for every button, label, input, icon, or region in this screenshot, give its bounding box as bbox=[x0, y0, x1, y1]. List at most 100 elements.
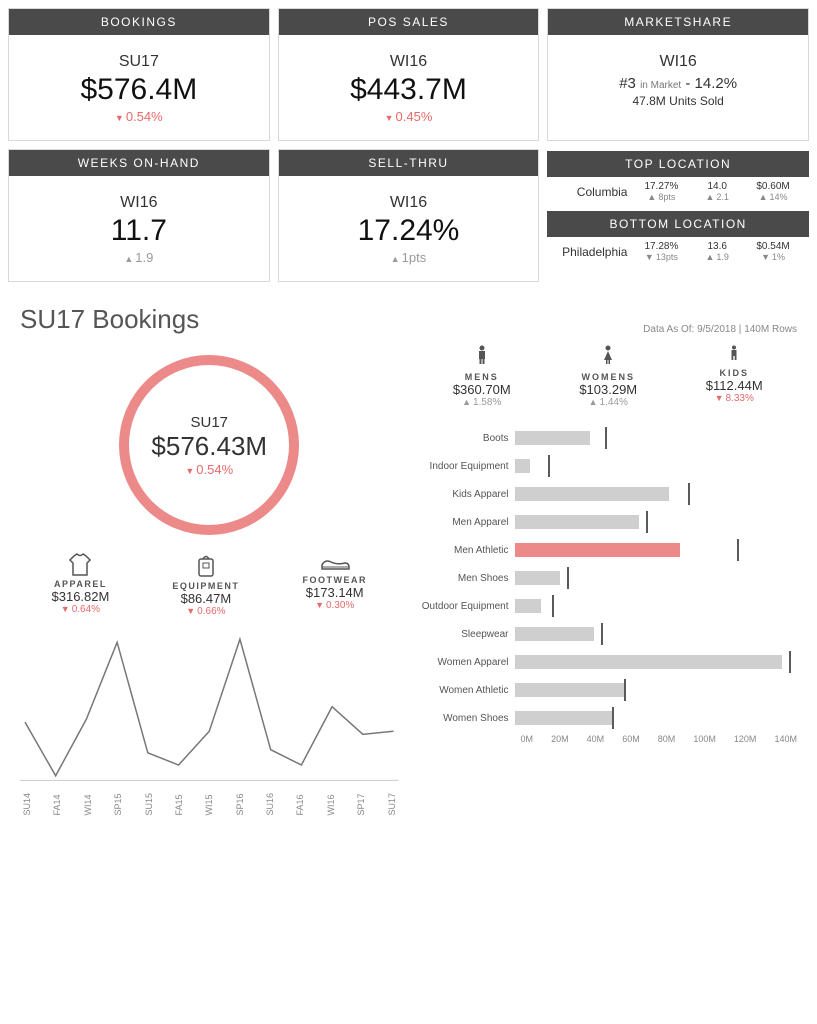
card-locations: TOP LOCATION Columbia 17.27%8pts 14.02.1… bbox=[547, 149, 809, 282]
seg-delta: 1.58% bbox=[453, 397, 511, 408]
segment-kids: KIDS$112.44M8.33% bbox=[706, 345, 763, 408]
bar-mark bbox=[624, 679, 626, 701]
bar-fill bbox=[515, 683, 624, 697]
bar-label: Outdoor Equipment bbox=[419, 601, 515, 612]
bar-fill bbox=[515, 543, 681, 557]
rank: #3 bbox=[619, 75, 636, 92]
kpi-value: 11.7 bbox=[21, 214, 257, 248]
card-body: WI16 11.7 1.9 bbox=[9, 176, 269, 281]
cat-delta: 0.30% bbox=[302, 600, 367, 611]
bar-row: Kids Apparel bbox=[419, 480, 798, 508]
bar-track bbox=[515, 711, 798, 725]
period-label: WI16 bbox=[291, 53, 527, 71]
person-icon bbox=[453, 345, 511, 370]
bar-fill bbox=[515, 571, 560, 585]
loc-metric: $0.60M14% bbox=[745, 181, 801, 203]
card-body: WI16 17.24% 1pts bbox=[279, 176, 539, 281]
bar-row: Sleepwear bbox=[419, 620, 798, 648]
bar-row: Boots bbox=[419, 424, 798, 452]
marketshare-line: #3 in Market - 14.2% bbox=[560, 75, 796, 92]
bar-label: Men Shoes bbox=[419, 573, 515, 584]
bar-row: Women Apparel bbox=[419, 648, 798, 676]
cat-label: EQUIPMENT bbox=[172, 581, 239, 591]
person-icon bbox=[579, 345, 637, 370]
cat-value: $316.82M bbox=[52, 589, 110, 604]
bar-track bbox=[515, 459, 798, 473]
kpi-delta: 1.9 bbox=[21, 250, 257, 265]
card-bookings: BOOKINGS SU17 $576.4M 0.54% bbox=[8, 8, 270, 141]
bar-row: Men Shoes bbox=[419, 564, 798, 592]
xtick: 100M bbox=[693, 734, 716, 744]
bar-fill bbox=[515, 599, 541, 613]
bar-track bbox=[515, 599, 798, 613]
bar-track bbox=[515, 487, 798, 501]
bar-mark bbox=[688, 483, 690, 505]
xtick: SU15 bbox=[144, 793, 154, 816]
top-location-row: Columbia 17.27%8pts 14.02.1 $0.60M14% bbox=[547, 179, 809, 209]
bar-row: Outdoor Equipment bbox=[419, 592, 798, 620]
xtick: SP17 bbox=[356, 793, 366, 816]
xtick: FA16 bbox=[295, 793, 305, 816]
bar-row: Men Athletic bbox=[419, 536, 798, 564]
xtick: FA15 bbox=[174, 793, 184, 816]
seg-delta: 8.33% bbox=[706, 393, 763, 404]
kpi-value: $443.7M bbox=[291, 73, 527, 107]
bar-label: Sleepwear bbox=[419, 629, 515, 640]
card-header: POS SALES bbox=[279, 9, 539, 35]
detail-title: SU17 Bookings bbox=[20, 304, 199, 335]
bar-mark bbox=[612, 707, 614, 729]
card-header: SELL-THRU bbox=[279, 150, 539, 176]
seg-value: $360.70M bbox=[453, 382, 511, 397]
summary-circle: SU17 $576.43M 0.54% bbox=[119, 355, 299, 535]
bar-track bbox=[515, 431, 798, 445]
bar-label: Boots bbox=[419, 433, 515, 444]
xtick: WI15 bbox=[204, 793, 214, 816]
card-body: WI16 #3 in Market - 14.2% 47.8M Units So… bbox=[548, 35, 808, 124]
bar-track bbox=[515, 571, 798, 585]
kpi-delta: 0.54% bbox=[21, 109, 257, 124]
bar-row: Women Shoes bbox=[419, 704, 798, 732]
loc-metric: 17.27%8pts bbox=[633, 181, 689, 203]
xtick: FA14 bbox=[52, 793, 62, 816]
segment-mens: MENS$360.70M1.58% bbox=[453, 345, 511, 408]
loc-metric: 14.02.1 bbox=[689, 181, 745, 203]
loc-metric: $0.54M1% bbox=[745, 241, 801, 263]
bar-row: Indoor Equipment bbox=[419, 452, 798, 480]
bar-label: Women Athletic bbox=[419, 685, 515, 696]
bar-fill bbox=[515, 655, 782, 669]
card-weeks-on-hand: WEEKS ON-HAND WI16 11.7 1.9 bbox=[8, 149, 270, 282]
xtick: 140M bbox=[774, 734, 797, 744]
xtick: SP15 bbox=[113, 793, 123, 816]
share-pct: 14.2% bbox=[695, 75, 738, 92]
cat-value: $173.14M bbox=[302, 585, 367, 600]
kpi-value: 17.24% bbox=[291, 214, 527, 248]
bar-label: Men Apparel bbox=[419, 517, 515, 528]
bottom-location-row: Philadelphia 17.28%13pts 13.61.9 $0.54M1… bbox=[547, 239, 809, 269]
card-header: MARKETSHARE bbox=[548, 9, 808, 35]
data-as-of: Data As Of: 9/5/2018 | 140M Rows bbox=[643, 324, 797, 335]
bar-fill bbox=[515, 459, 530, 473]
seg-label: WOMENS bbox=[579, 372, 637, 382]
card-header: BOOKINGS bbox=[9, 9, 269, 35]
xtick: 0M bbox=[521, 734, 534, 744]
kpi-value: $576.4M bbox=[21, 73, 257, 107]
xtick: 80M bbox=[658, 734, 676, 744]
card-sell-thru: SELL-THRU WI16 17.24% 1pts bbox=[278, 149, 540, 282]
bar-label: Women Shoes bbox=[419, 713, 515, 724]
cat-label: FOOTWEAR bbox=[302, 575, 367, 585]
period-label: SU17 bbox=[21, 53, 257, 71]
loc-metric: 13.61.9 bbox=[689, 241, 745, 263]
seg-label: KIDS bbox=[706, 368, 763, 378]
bottom-location-header: BOTTOM LOCATION bbox=[547, 211, 809, 237]
category-footwear: FOOTWEAR$173.14M0.30% bbox=[302, 553, 367, 617]
loc-metric: 17.28%13pts bbox=[633, 241, 689, 263]
seg-value: $103.29M bbox=[579, 382, 637, 397]
cat-delta: 0.66% bbox=[172, 606, 239, 617]
detail-left: SU17 $576.43M 0.54% APPAREL$316.82M0.64%… bbox=[20, 345, 399, 816]
bar-row: Women Athletic bbox=[419, 676, 798, 704]
in-market-label: in Market bbox=[640, 80, 681, 91]
segment-womens: WOMENS$103.29M1.44% bbox=[579, 345, 637, 408]
bar-mark bbox=[646, 511, 648, 533]
seg-delta: 1.44% bbox=[579, 397, 637, 408]
xtick: 60M bbox=[622, 734, 640, 744]
